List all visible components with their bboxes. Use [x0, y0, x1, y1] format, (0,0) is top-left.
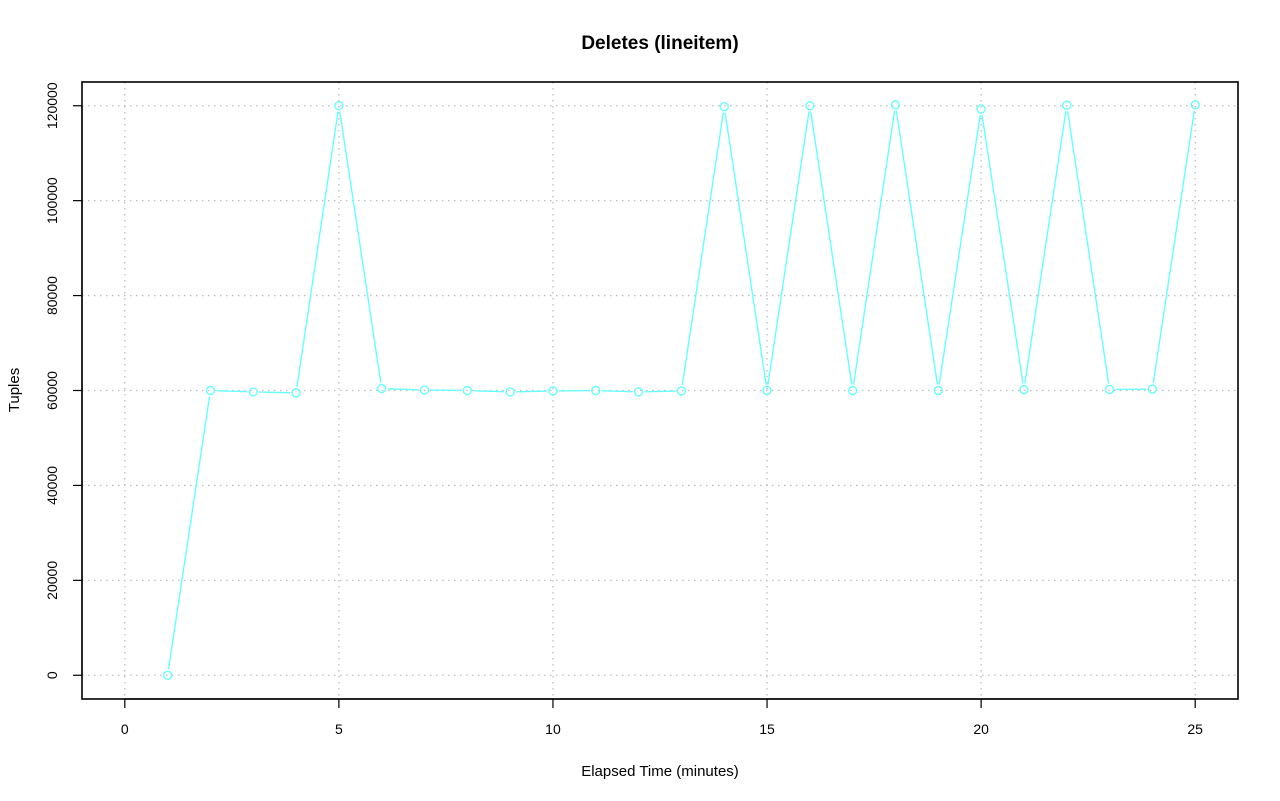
series-layer: [162, 100, 1200, 680]
data-point: [1104, 384, 1115, 395]
y-tick-label: 0: [44, 671, 60, 679]
x-tick-label: 20: [973, 721, 989, 737]
y-tick-label: 60000: [44, 371, 60, 410]
series-line-segment: [296, 111, 339, 388]
series-line-segment: [938, 114, 981, 385]
data-point: [933, 385, 943, 396]
y-tick-label: 40000: [44, 466, 60, 505]
series-line-segment: [473, 389, 505, 393]
series-line-segment: [810, 111, 853, 385]
y-tick-label: 120000: [44, 82, 60, 129]
data-point: [676, 386, 687, 396]
chart-title: Deletes (lineitem): [581, 33, 738, 54]
series-line-segment: [167, 396, 211, 670]
series-line-segment: [387, 388, 419, 391]
data-point: [976, 104, 986, 114]
series-line-segment: [981, 114, 1024, 384]
grid: [82, 82, 1238, 699]
y-tick-label: 80000: [44, 276, 60, 315]
series-line-segment: [216, 389, 248, 393]
x-tick-label: 0: [121, 721, 129, 737]
data-point: [248, 387, 258, 397]
data-point: [633, 387, 644, 397]
series-line-segment: [724, 112, 767, 385]
series-line-segment: [339, 111, 382, 383]
y-axis-label: Tuples: [6, 368, 23, 412]
data-point: [591, 385, 601, 396]
data-point: [334, 101, 344, 111]
series-line-segment: [644, 390, 676, 393]
x-tick-label: 10: [545, 721, 561, 737]
series-line-segment: [681, 112, 725, 386]
data-point: [805, 101, 815, 111]
series-line-segment: [852, 110, 896, 385]
series-line-segment: [895, 110, 939, 385]
x-axis: 0 5 10 15 20 25: [121, 698, 1203, 737]
x-tick-label: 15: [759, 721, 775, 737]
data-point: [377, 383, 387, 394]
data-point: [1062, 100, 1072, 110]
data-point: [462, 385, 473, 396]
data-point: [1190, 100, 1200, 110]
y-axis: 0 20000 40000 60000 80000 100000 120000: [44, 82, 83, 679]
data-point: [847, 385, 858, 396]
data-point: [548, 386, 558, 396]
series-line-segment: [1024, 111, 1067, 384]
y-tick-label: 100000: [44, 177, 60, 224]
series-line-segment: [1066, 111, 1110, 384]
data-point: [1019, 384, 1029, 395]
data-point: [505, 387, 515, 397]
x-tick-label: 5: [335, 721, 343, 737]
data-point: [890, 100, 901, 110]
data-point: [719, 101, 729, 112]
series-line-segment: [767, 111, 810, 385]
series-line-segment: [259, 391, 291, 394]
x-axis-label: Elapsed Time (minutes): [581, 763, 739, 780]
series-line-segment: [601, 389, 633, 393]
series-line-segment: [516, 390, 547, 393]
plot-frame: [81, 81, 1239, 700]
data-point: [762, 385, 772, 396]
data-point: [1147, 384, 1158, 394]
data-point: [205, 385, 216, 396]
y-tick-label: 20000: [44, 561, 60, 600]
data-point: [419, 385, 430, 395]
x-tick-label: 25: [1187, 721, 1203, 737]
data-point: [291, 388, 301, 398]
series-line-segment: [1152, 110, 1195, 384]
data-point: [162, 670, 173, 680]
